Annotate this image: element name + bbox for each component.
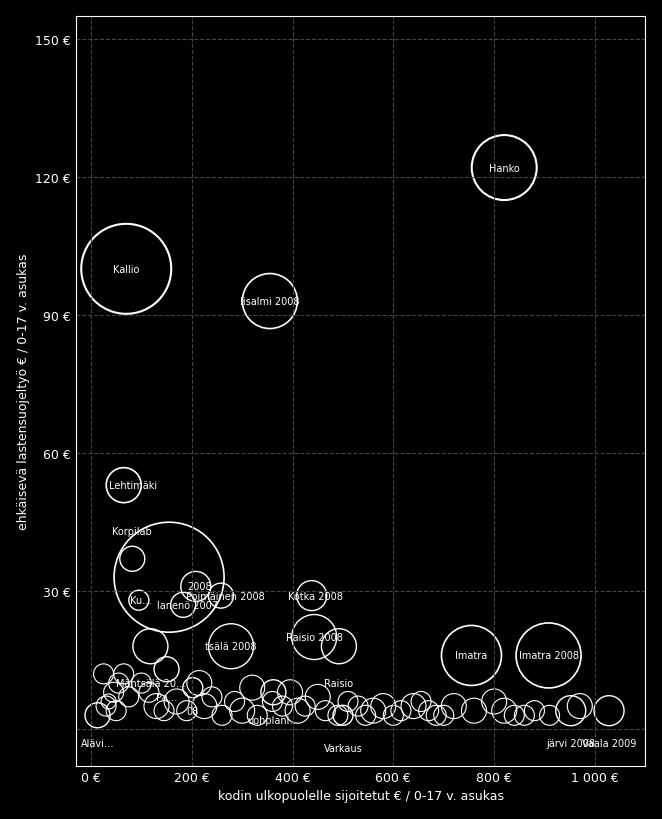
Text: Poimäinen 2008: Poimäinen 2008 — [186, 590, 265, 601]
Text: 2008: 2008 — [187, 581, 212, 591]
Text: Korpilab: Korpilab — [113, 527, 152, 536]
Text: tsälä 2008: tsälä 2008 — [205, 641, 257, 651]
Text: lanenö 2007: lanenö 2007 — [157, 600, 218, 610]
Text: Kallio: Kallio — [113, 265, 140, 274]
Text: Ku…: Ku… — [130, 595, 152, 605]
Text: Mäntsälä 20…: Mäntsälä 20… — [116, 678, 185, 688]
Text: Hanko: Hanko — [489, 163, 520, 174]
X-axis label: kodin ulkopuolelle sijoitetut € / 0-17 v. asukas: kodin ulkopuolelle sijoitetut € / 0-17 v… — [218, 790, 504, 803]
Y-axis label: ehkäisevä lastensuojeltyö € / 0-17 v. asukas: ehkäisevä lastensuojeltyö € / 0-17 v. as… — [17, 253, 30, 529]
Text: Imatra: Imatra — [455, 650, 488, 661]
Text: Lehtimäki: Lehtimäki — [109, 481, 157, 491]
Text: 08: 08 — [187, 706, 199, 716]
Text: uohplanl…: uohplanl… — [248, 715, 299, 725]
Text: Varkaus: Varkaus — [324, 743, 362, 753]
Text: Raisio: Raisio — [324, 678, 354, 688]
Text: Alävi…: Alävi… — [81, 738, 115, 748]
Text: Pa…: Pa… — [156, 692, 177, 702]
Text: Imatra 2008: Imatra 2008 — [518, 650, 579, 661]
Text: Vaala 2009: Vaala 2009 — [582, 738, 636, 748]
Text: järvi 2008: järvi 2008 — [546, 738, 595, 748]
Text: Iisalmi 2008: Iisalmi 2008 — [240, 296, 300, 306]
Text: Raisio 2008: Raisio 2008 — [286, 632, 343, 642]
Text: Kotka 2008: Kotka 2008 — [288, 590, 343, 601]
